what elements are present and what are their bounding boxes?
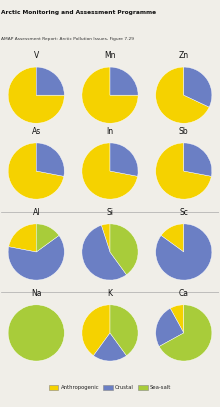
Wedge shape (9, 224, 36, 252)
Text: AMAP Assessment Report: Arctic Pollution Issues, Figure 7.29: AMAP Assessment Report: Arctic Pollution… (1, 37, 134, 41)
Title: Zn: Zn (179, 51, 189, 60)
Wedge shape (110, 224, 138, 275)
Wedge shape (82, 305, 110, 356)
Wedge shape (8, 305, 64, 361)
Wedge shape (36, 224, 59, 252)
Title: Mn: Mn (104, 51, 116, 60)
Wedge shape (161, 224, 184, 252)
Wedge shape (82, 67, 138, 123)
Title: Ca: Ca (179, 289, 189, 298)
Wedge shape (8, 143, 64, 199)
Wedge shape (82, 225, 126, 280)
Wedge shape (159, 305, 212, 361)
Wedge shape (36, 143, 64, 176)
Wedge shape (94, 333, 126, 361)
Wedge shape (8, 67, 64, 123)
Title: In: In (106, 127, 114, 136)
Wedge shape (36, 67, 64, 95)
Title: Si: Si (106, 208, 114, 217)
Wedge shape (101, 224, 110, 252)
Title: V: V (34, 51, 39, 60)
Wedge shape (156, 143, 211, 199)
Title: Na: Na (31, 289, 42, 298)
Title: K: K (108, 289, 112, 298)
Title: As: As (32, 127, 41, 136)
Wedge shape (110, 305, 138, 356)
Wedge shape (184, 143, 212, 176)
Wedge shape (170, 305, 184, 333)
Wedge shape (156, 224, 212, 280)
Title: Sb: Sb (179, 127, 189, 136)
Wedge shape (110, 67, 138, 95)
Legend: Anthropogenic, Crustal, Sea-salt: Anthropogenic, Crustal, Sea-salt (49, 385, 171, 390)
Wedge shape (110, 143, 138, 176)
Title: Al: Al (33, 208, 40, 217)
Text: Arctic Monitoring and Assessment Programme: Arctic Monitoring and Assessment Program… (1, 10, 156, 15)
Title: Sc: Sc (179, 208, 188, 217)
Wedge shape (156, 67, 209, 123)
Wedge shape (184, 67, 212, 107)
Wedge shape (82, 143, 138, 199)
Wedge shape (8, 236, 64, 280)
Wedge shape (156, 309, 184, 346)
